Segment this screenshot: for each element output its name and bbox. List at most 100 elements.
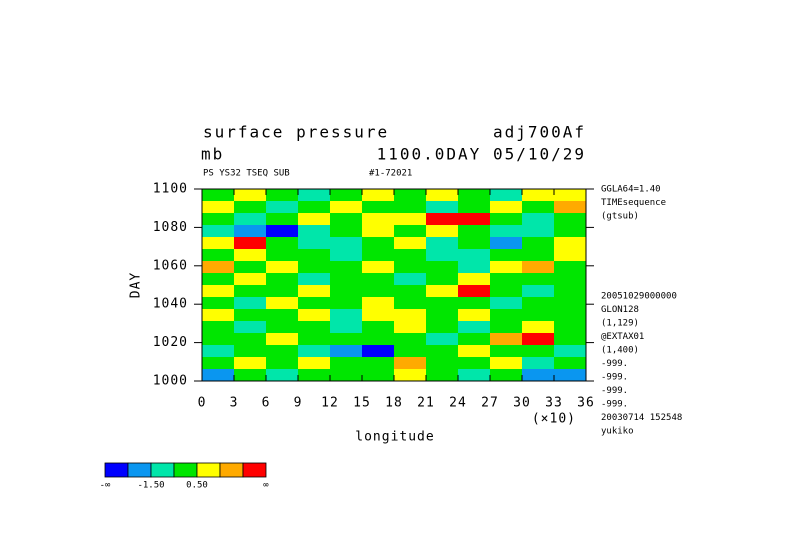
cell <box>202 249 235 262</box>
cell <box>202 357 235 370</box>
colorbar-label: 0.50 <box>186 481 208 491</box>
y-axis-label: DAY <box>129 272 144 298</box>
cell <box>266 321 299 334</box>
cell <box>202 345 235 358</box>
cell <box>330 237 363 250</box>
cell <box>266 213 299 226</box>
sub-right: #1-72021 <box>369 169 412 179</box>
cell <box>298 285 331 298</box>
cell <box>330 321 363 334</box>
x-tick-label: 21 <box>417 396 435 411</box>
cell <box>234 285 267 298</box>
cell <box>490 225 523 238</box>
side-note: @EXTAX01 <box>601 332 644 342</box>
cell <box>266 345 299 358</box>
side-note: (gtsub) <box>601 212 639 222</box>
cell <box>266 249 299 262</box>
cell <box>426 285 459 298</box>
x-tick-label: 0 <box>198 396 207 411</box>
cell <box>362 201 395 214</box>
cell <box>234 249 267 262</box>
cell <box>554 189 587 202</box>
cell <box>394 285 427 298</box>
cell <box>490 237 523 250</box>
cell <box>362 285 395 298</box>
x-tick-label: 30 <box>513 396 531 411</box>
cell <box>426 309 459 322</box>
cell <box>522 345 555 358</box>
cell <box>234 357 267 370</box>
cell <box>298 189 331 202</box>
x-scale-label: (×10) <box>532 412 576 427</box>
colorbar-box <box>219 462 244 478</box>
cell <box>522 189 555 202</box>
cell <box>362 357 395 370</box>
cell <box>426 189 459 202</box>
side-note: -999. <box>601 400 628 410</box>
cell <box>298 345 331 358</box>
cell <box>202 273 235 286</box>
y-tick-label: 1100 <box>153 182 188 197</box>
x-tick-label: 12 <box>321 396 339 411</box>
cell <box>522 261 555 274</box>
cell <box>362 189 395 202</box>
cell <box>330 249 363 262</box>
cell <box>522 369 555 382</box>
cell <box>426 249 459 262</box>
unit: mb <box>201 145 224 164</box>
x-tick-label: 18 <box>385 396 403 411</box>
cell <box>426 369 459 382</box>
cell <box>458 369 491 382</box>
sub-left: PS YS32 TSEQ SUB <box>203 169 290 179</box>
cell <box>490 273 523 286</box>
cell <box>522 213 555 226</box>
cell <box>298 261 331 274</box>
cell <box>394 273 427 286</box>
cell <box>522 225 555 238</box>
x-tick-label: 33 <box>545 396 563 411</box>
cell <box>426 261 459 274</box>
cell <box>394 369 427 382</box>
cell <box>330 273 363 286</box>
cell <box>362 297 395 310</box>
cell <box>554 321 587 334</box>
chart-title-right: adj700Af <box>493 123 586 142</box>
cell <box>490 369 523 382</box>
cell <box>330 357 363 370</box>
cell <box>458 345 491 358</box>
cell <box>266 261 299 274</box>
cell <box>298 333 331 346</box>
cell <box>458 237 491 250</box>
cell <box>458 261 491 274</box>
cell <box>522 237 555 250</box>
side-note: TIMEsequence <box>601 198 666 208</box>
cell <box>394 261 427 274</box>
x-tick-label: 15 <box>353 396 371 411</box>
cell <box>490 357 523 370</box>
cell <box>330 369 363 382</box>
cell <box>394 297 427 310</box>
cell <box>394 357 427 370</box>
cell <box>362 333 395 346</box>
x-tick-label: 6 <box>262 396 271 411</box>
cell <box>362 273 395 286</box>
cell <box>266 369 299 382</box>
cell <box>394 309 427 322</box>
x-tick-label: 3 <box>230 396 239 411</box>
y-tick-label: 1040 <box>153 297 188 312</box>
cell <box>266 357 299 370</box>
x-tick-label: 36 <box>577 396 595 411</box>
cell <box>554 201 587 214</box>
y-tick-label: 1020 <box>153 335 188 350</box>
side-note: (1,129) <box>601 319 639 329</box>
cell <box>554 237 587 250</box>
cell <box>362 261 395 274</box>
cell <box>394 225 427 238</box>
cell <box>458 309 491 322</box>
cell <box>554 249 587 262</box>
cell <box>234 369 267 382</box>
x-axis-label: longitude <box>355 430 434 445</box>
cell <box>330 213 363 226</box>
cell <box>362 369 395 382</box>
colorbar-box <box>242 462 267 478</box>
